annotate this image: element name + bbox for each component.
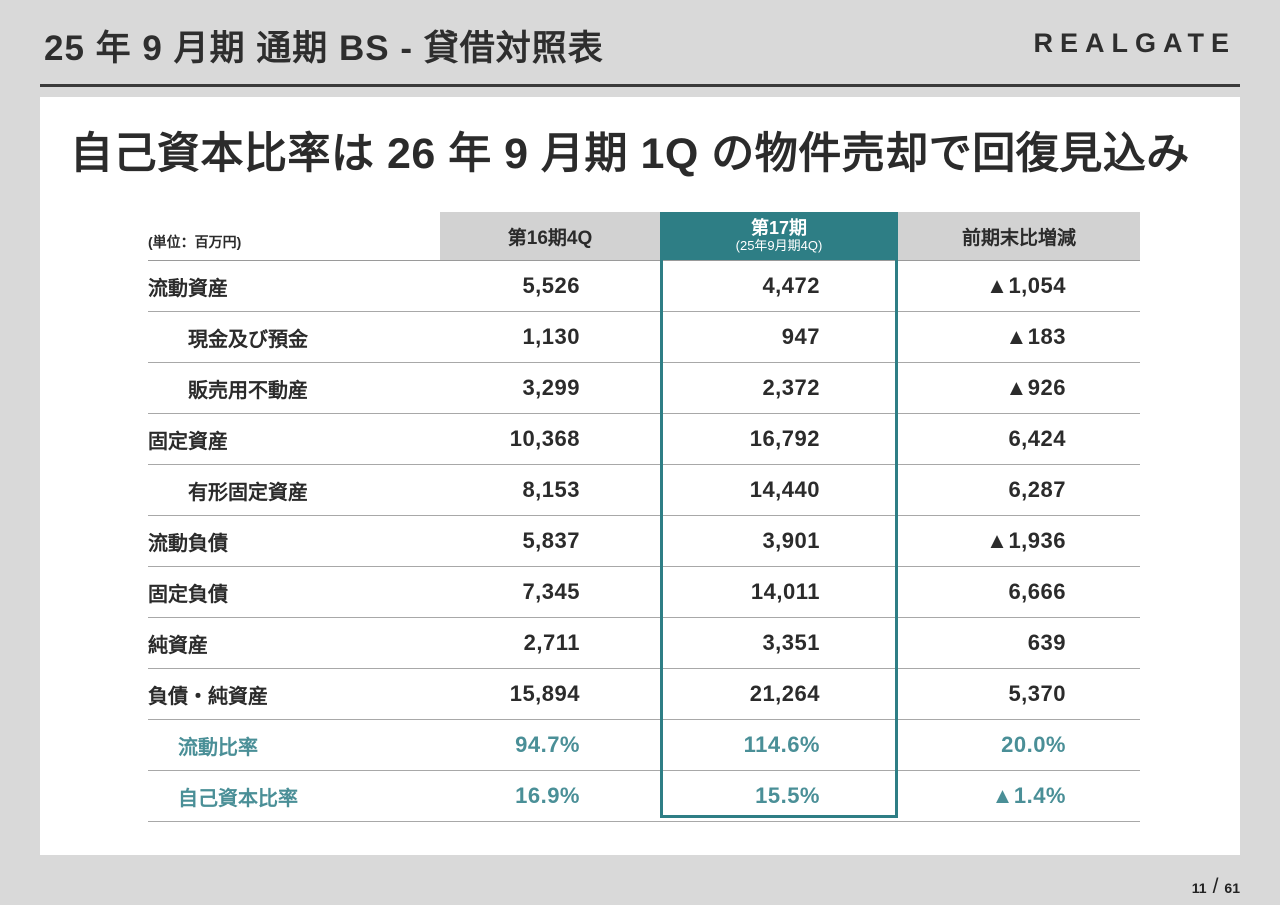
value-current: 114.6% [743, 732, 820, 757]
column-header-current-period: 第17期 (25年9月期4Q) [660, 212, 898, 260]
value-prev: 94.7% [515, 732, 580, 757]
value-diff: ▲1,936 [986, 528, 1066, 553]
value-diff: 5,370 [1008, 681, 1066, 706]
value-prev: 1,130 [522, 324, 580, 349]
value-prev: 3,299 [522, 375, 580, 400]
current-period-subtitle: (25年9月期4Q) [735, 237, 823, 253]
table-row-current-ratio: 流動比率 94.7% 114.6% 20.0% [148, 720, 1140, 771]
row-label: 負債・純資産 [148, 685, 268, 708]
table-row-fixed-liabilities: 固定負債 7,345 14,011 6,666 [148, 567, 1140, 618]
row-label: 固定資産 [148, 430, 228, 453]
table-row-net-assets: 純資産 2,711 3,351 639 [148, 618, 1140, 669]
value-diff: 6,287 [1008, 477, 1066, 502]
row-label: 自己資本比率 [178, 787, 298, 810]
value-current: 4,472 [762, 273, 820, 298]
value-diff: 6,666 [1008, 579, 1066, 604]
table-header-row: (単位：百万円) 第16期4Q 第17期 (25年9月期4Q) 前期末比増減 [148, 212, 1140, 261]
value-prev: 8,153 [522, 477, 580, 502]
slide-header: 25 年 9 月期 通期 BS - 貸借対照表 REALGATE [0, 0, 1280, 84]
value-diff: ▲1,054 [986, 273, 1066, 298]
column-header-diff: 前期末比増減 [898, 212, 1140, 260]
row-label: 有形固定資産 [188, 481, 308, 504]
row-label: 販売用不動産 [188, 379, 308, 402]
value-prev: 16.9% [515, 783, 580, 808]
page-number: 11 / 61 [1192, 875, 1240, 899]
page-separator: / [1212, 875, 1219, 898]
value-current: 3,901 [762, 528, 820, 553]
page-title: 25 年 9 月期 通期 BS - 貸借対照表 [44, 29, 604, 68]
value-prev: 5,837 [522, 528, 580, 553]
content-card: 自己資本比率は 26 年 9 月期 1Q の物件売却で回復見込み (単位：百万円… [40, 97, 1240, 855]
value-current: 14,011 [750, 579, 820, 604]
table-row-tangible-fixed-assets: 有形固定資産 8,153 14,440 6,287 [148, 465, 1140, 516]
value-prev: 5,526 [522, 273, 580, 298]
table-row-equity-ratio: 自己資本比率 16.9% 15.5% ▲1.4% [148, 771, 1140, 822]
value-diff: ▲183 [1005, 324, 1066, 349]
row-label: 固定負債 [148, 583, 228, 606]
table-row-cash-deposits: 現金及び預金 1,130 947 ▲183 [148, 312, 1140, 363]
table-row-real-estate-for-sale: 販売用不動産 3,299 2,372 ▲926 [148, 363, 1140, 414]
realgate-logo: REALGATE [1033, 28, 1236, 58]
total-pages: 61 [1224, 880, 1240, 896]
table-row-fixed-assets: 固定資産 10,368 16,792 6,424 [148, 414, 1140, 465]
row-label: 現金及び預金 [188, 328, 308, 351]
current-period-title: 第17期 [750, 218, 808, 239]
value-prev: 10,368 [509, 426, 580, 451]
value-diff: ▲1.4% [991, 783, 1066, 808]
value-diff: ▲926 [1005, 375, 1066, 400]
value-current: 16,792 [749, 426, 820, 451]
row-label: 流動負債 [148, 532, 228, 555]
row-label: 流動比率 [178, 736, 258, 759]
value-diff: 20.0% [1001, 732, 1066, 757]
value-current: 15.5% [755, 783, 820, 808]
value-current: 947 [781, 324, 820, 349]
table-row-current-liabilities: 流動負債 5,837 3,901 ▲1,936 [148, 516, 1140, 567]
value-diff: 6,424 [1008, 426, 1066, 451]
row-label: 純資産 [148, 634, 208, 657]
unit-label: (単位：百万円) [148, 234, 242, 250]
table-row-liabilities-net-assets: 負債・純資産 15,894 21,264 5,370 [148, 669, 1140, 720]
current-page: 11 [1191, 880, 1207, 896]
balance-sheet-table: (単位：百万円) 第16期4Q 第17期 (25年9月期4Q) 前期末比増減 流… [148, 212, 1140, 822]
header-divider [40, 84, 1240, 87]
column-header-prev-period: 第16期4Q [440, 212, 660, 260]
value-diff: 639 [1027, 630, 1066, 655]
value-prev: 7,345 [522, 579, 580, 604]
slide-heading: 自己資本比率は 26 年 9 月期 1Q の物件売却で回復見込み [70, 130, 1190, 178]
value-prev: 15,894 [509, 681, 580, 706]
value-current: 2,372 [762, 375, 820, 400]
table-row-current-assets: 流動資産 5,526 4,472 ▲1,054 [148, 261, 1140, 312]
value-current: 3,351 [762, 630, 820, 655]
value-current: 14,440 [749, 477, 820, 502]
row-label: 流動資産 [148, 277, 228, 300]
value-prev: 2,711 [523, 630, 580, 655]
value-current: 21,264 [749, 681, 820, 706]
